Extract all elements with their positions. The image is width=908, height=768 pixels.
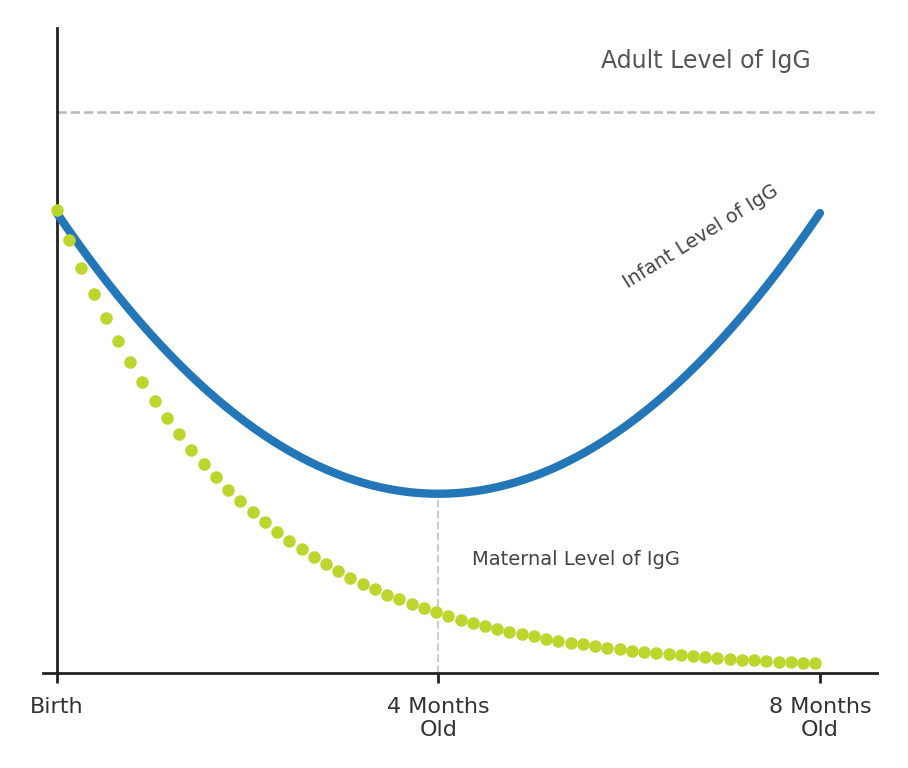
Text: Adult Level of IgG: Adult Level of IgG	[600, 49, 810, 74]
Text: Maternal Level of IgG: Maternal Level of IgG	[472, 550, 680, 569]
Text: Infant Level of IgG: Infant Level of IgG	[619, 180, 782, 292]
